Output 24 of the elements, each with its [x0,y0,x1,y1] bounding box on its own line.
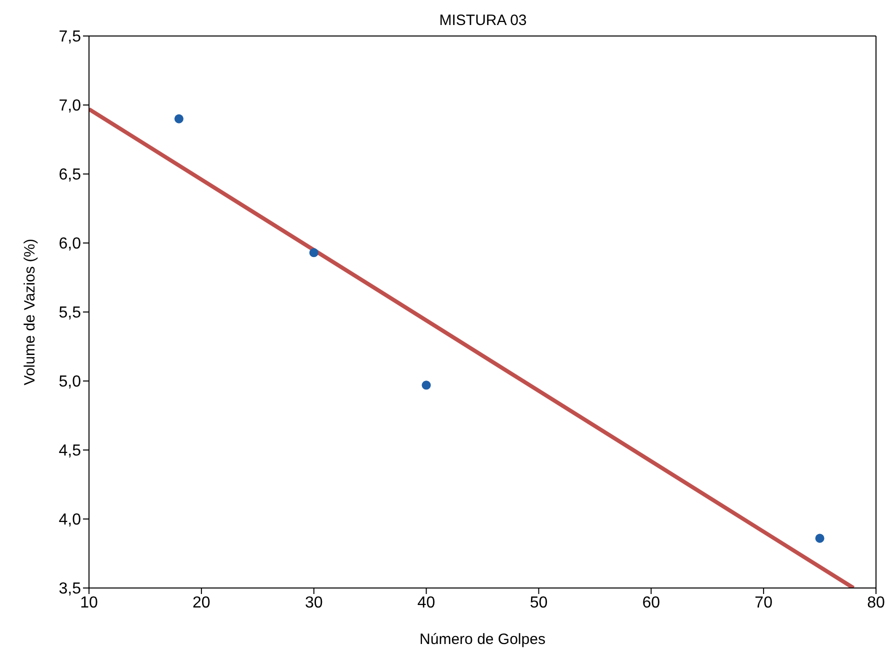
x-tick-label: 40 [417,594,436,612]
point [815,534,824,543]
x-tick-label: 80 [867,594,885,612]
y-axis-title: Volume de Vazios (%) [21,238,38,386]
y-tick-label: 6,5 [58,166,82,184]
x-tick-label: 20 [192,594,210,612]
chart-title: MISTURA 03 [438,12,528,29]
x-tick-label: 10 [80,594,98,612]
x-tick-label: 70 [754,594,773,612]
y-tick-label: 4,0 [58,512,82,529]
x-tick-label: 50 [530,594,548,612]
y-tick-label: 6,0 [58,236,82,253]
y-tick-label: 7,5 [58,28,82,46]
y-tick-label: 3,5 [58,580,82,598]
y-tick-label: 5,5 [58,304,82,322]
point [174,114,184,124]
x-tick-label: 30 [304,594,323,612]
point [309,248,318,258]
y-tick-label: 4,5 [58,442,82,460]
x-tick-label: 60 [642,594,660,612]
y-tick-label: 7,0 [58,98,82,115]
point [422,380,431,390]
y-tick-label: 5,0 [58,374,82,391]
x-axis-title: Número de Golpes [420,631,546,648]
